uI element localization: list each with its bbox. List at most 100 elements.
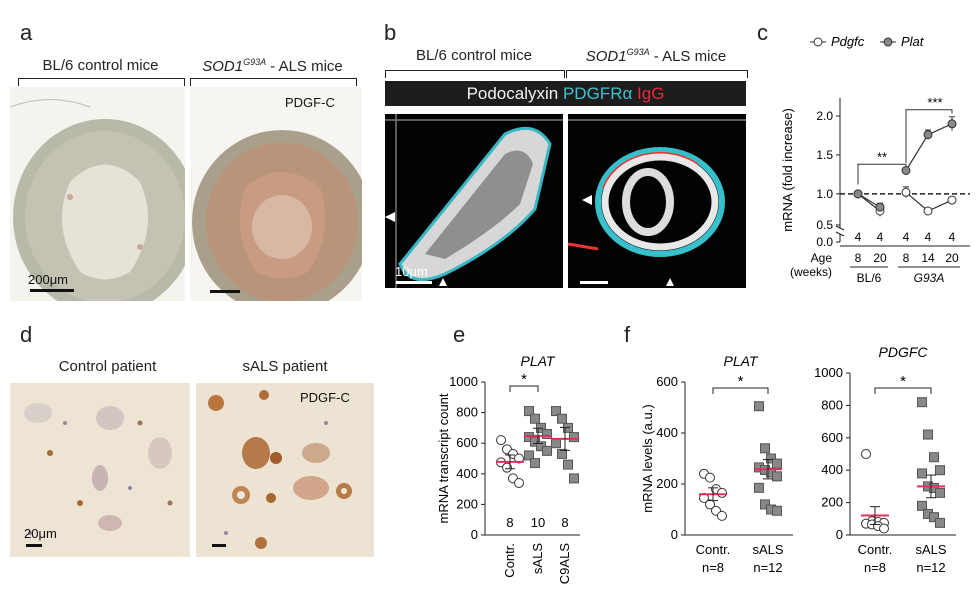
f1-n-label: n=12 <box>753 560 782 575</box>
f1-y-tick-label: 0 <box>671 527 678 542</box>
c-y-tick-label: 0.5 <box>816 218 833 232</box>
panel-label-c: c <box>757 20 768 45</box>
als-spinal-cord-section <box>190 87 362 301</box>
e-point <box>542 445 552 456</box>
panel-d-scale-label: 20μm <box>24 526 57 541</box>
panel-label-e: e <box>453 322 466 347</box>
panel-a-annotation: PDGF-C <box>285 95 335 110</box>
e-point <box>542 429 552 440</box>
f1-y-tick-label: 600 <box>656 374 678 389</box>
c-n-label: 4 <box>925 230 932 244</box>
f2-n-label: n=12 <box>916 560 945 575</box>
e-point <box>514 477 524 488</box>
panel-a-left-header: BL/6 control mice <box>42 57 159 74</box>
c-point-pdgfc <box>901 187 911 197</box>
f2-point <box>917 500 927 511</box>
c-legend-label: Pdgfc <box>831 34 865 49</box>
c-legend-marker <box>813 37 823 47</box>
c-sig-label: ** <box>877 149 887 164</box>
f2-point <box>935 487 945 498</box>
f2-y-tick-label: 0 <box>836 527 843 542</box>
stain-pdgfra: PDGFRα <box>562 84 633 103</box>
f1-y-axis-label: mRNA levels (a.u.) <box>640 404 655 512</box>
panel-d-left-header: Control patient <box>58 358 157 375</box>
c-legend-label: Plat <box>901 34 925 49</box>
f1-point <box>754 482 764 493</box>
e-y-tick-label: 800 <box>456 405 478 420</box>
f1-point <box>766 453 776 464</box>
panel-a-right-bracket <box>190 78 357 86</box>
panel-a-scale-bar-right <box>210 290 240 293</box>
f1-point <box>772 505 782 516</box>
e-y-tick-label: 400 <box>456 466 478 481</box>
c-n-label: 4 <box>877 230 884 244</box>
f2-point <box>929 512 939 523</box>
e-category-label: C9ALS <box>557 543 572 585</box>
e-point <box>530 413 540 424</box>
f1-category-label: Contr. <box>696 542 731 557</box>
f2-point <box>929 452 939 463</box>
control-vessel-drawing <box>385 114 563 288</box>
c-n-label: 4 <box>903 230 910 244</box>
panel-b-left-bracket <box>385 70 565 78</box>
control-patient-tissue <box>10 383 190 557</box>
panel-b-stain-legend: Podocalyxin PDGFRα IgG <box>385 81 746 106</box>
panel-label-b: b <box>384 20 397 45</box>
f2-category-label: sALS <box>915 542 946 557</box>
panel-b-left-header: BL/6 control mice <box>416 47 532 64</box>
e-title: PLAT <box>521 353 556 369</box>
e-point <box>551 406 561 417</box>
c-x-title: Age <box>811 251 833 265</box>
e-point <box>524 406 534 417</box>
c-y-tick-label: 1.0 <box>816 187 833 201</box>
c-y-tick-label: 2.0 <box>816 109 833 123</box>
e-sig-bracket <box>509 385 539 392</box>
f1-point <box>705 499 715 510</box>
e-sig-label: * <box>521 371 527 388</box>
f2-category-label: Contr. <box>858 542 893 557</box>
e-point <box>563 459 573 470</box>
e-point <box>524 450 534 461</box>
c-x-tick-label: 20 <box>873 251 887 265</box>
c-group-label: BL/6 <box>857 271 882 285</box>
f2-point <box>917 397 927 408</box>
c-sig-bracket <box>857 163 907 185</box>
e-point <box>530 458 540 469</box>
f2-y-tick-label: 400 <box>821 462 843 477</box>
panel-a-scale-bar <box>30 289 74 292</box>
e-point <box>551 438 561 449</box>
f2-sig-label: * <box>900 373 906 390</box>
c-x-tick-label: 20 <box>945 251 959 265</box>
c-n-label: 4 <box>855 230 862 244</box>
als-tissue-drawing <box>208 390 352 549</box>
f1-n-label: n=8 <box>702 560 724 575</box>
f1-point <box>760 499 770 510</box>
f1-point <box>717 487 727 498</box>
e-y-tick-label: 600 <box>456 435 478 450</box>
f2-y-tick-label: 800 <box>821 397 843 412</box>
c-point-pdgfc <box>947 195 957 205</box>
c-sig-bracket <box>905 109 953 163</box>
panel-b-scale-bar-right <box>580 281 608 284</box>
c-point-plat <box>901 166 911 175</box>
e-n-label: 8 <box>506 515 513 530</box>
e-point <box>557 413 567 424</box>
panel-d-scale-bar <box>26 544 42 547</box>
c-point-plat <box>875 202 885 212</box>
stain-podocalyxin: Podocalyxin <box>466 84 559 103</box>
f1-y-tick-label: 400 <box>656 425 678 440</box>
f1-category-label: sALS <box>752 542 783 557</box>
panel-b-scale-label: 10μm <box>395 264 428 279</box>
panel-b-right-header: SOD1G93A - ALS mice <box>585 47 727 65</box>
f2-y-tick-label: 600 <box>821 430 843 445</box>
c-n-label: 4 <box>949 230 956 244</box>
c-y-axis-label: mRNA (fold increase) <box>780 108 795 232</box>
f2-sig-bracket <box>874 387 932 394</box>
e-y-tick-label: 200 <box>456 496 478 511</box>
f2-point <box>935 517 945 528</box>
panel-label-d: d <box>20 322 33 347</box>
panel-label-f: f <box>624 322 631 347</box>
c-y-tick-label: 1.5 <box>816 148 833 162</box>
c-x-title-2: (weeks) <box>790 265 832 279</box>
